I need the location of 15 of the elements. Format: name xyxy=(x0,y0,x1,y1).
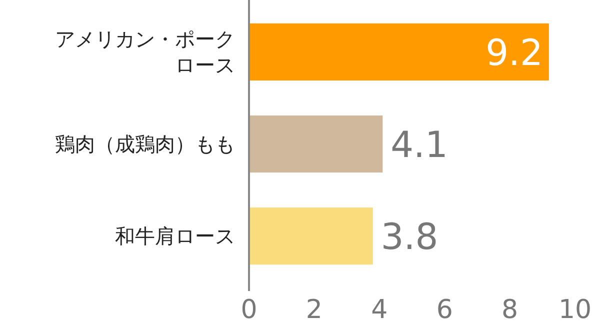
x-tick-label: 2 xyxy=(306,295,322,325)
y-tick-label: 鶏肉（成鶏肉）もも xyxy=(55,132,235,156)
x-tick-label: 10 xyxy=(558,295,592,325)
x-tick-label: 0 xyxy=(240,295,258,325)
bar xyxy=(249,23,549,80)
bar xyxy=(249,208,373,265)
data-label: 3.8 xyxy=(380,217,438,258)
data-label: 9.2 xyxy=(486,32,543,74)
x-tick-label: 6 xyxy=(436,295,453,325)
x-tick-label: 8 xyxy=(502,295,518,325)
data-label: 4.1 xyxy=(390,124,448,166)
x-tick-label: 4 xyxy=(371,295,388,325)
y-tick-label: アメリカン・ポークロース xyxy=(55,26,235,77)
bar xyxy=(249,115,383,173)
y-tick-label: 和牛肩ロース xyxy=(115,224,235,248)
